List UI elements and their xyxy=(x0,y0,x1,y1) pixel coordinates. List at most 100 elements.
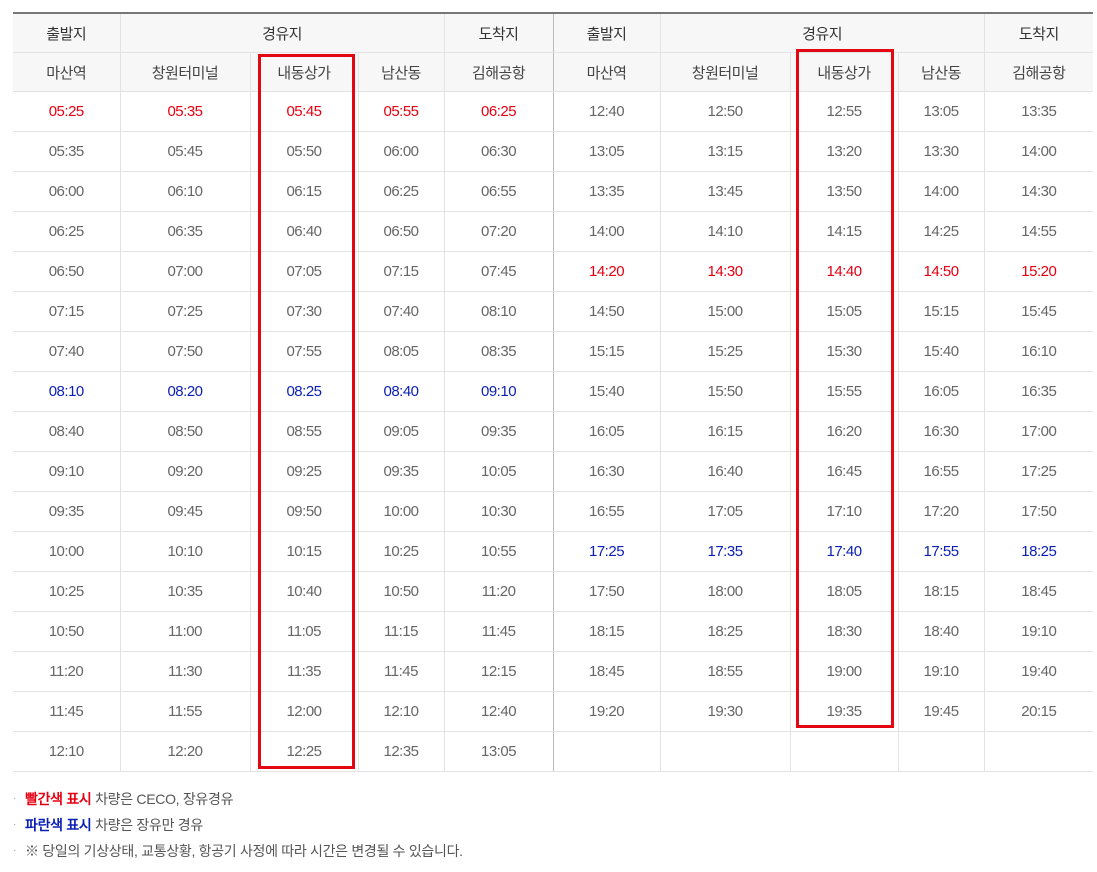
time-cell: 15:40 xyxy=(553,371,661,412)
time-cell: 15:00 xyxy=(660,291,791,332)
time-cell: 17:25 xyxy=(553,531,661,572)
time-cell: 08:35 xyxy=(444,331,554,372)
table-row: 06:50 07:00 07:05 07:15 07:45 14:20 14:30 14:40… xyxy=(13,251,1094,292)
time-cell: 15:15 xyxy=(898,291,985,332)
time-cell: 10:55 xyxy=(444,531,554,572)
time-cell: 13:15 xyxy=(660,131,791,172)
time-cell: 09:35 xyxy=(13,491,121,532)
time-cell: 11:35 xyxy=(250,651,359,692)
time-cell: 16:05 xyxy=(553,411,661,452)
table-row: 09:35 09:45 09:50 10:00 10:30 16:55 17:05 17:10… xyxy=(13,491,1094,532)
time-cell: 09:25 xyxy=(250,451,359,492)
time-cell: 15:40 xyxy=(898,331,985,372)
table-row: 10:50 11:00 11:05 11:15 11:45 18:15 18:25 18:30… xyxy=(13,611,1094,652)
time-cell: 05:45 xyxy=(120,131,251,172)
time-cell: 12:10 xyxy=(358,691,445,732)
time-cell: 07:05 xyxy=(250,251,359,292)
legend-note: · 빨간색 표시 차량은 CECO, 장유경유 xyxy=(13,790,463,816)
time-cell: 12:40 xyxy=(444,691,554,732)
time-cell: 14:40 xyxy=(790,251,899,292)
time-cell: 19:40 xyxy=(984,651,1094,692)
time-cell: 17:50 xyxy=(553,571,661,612)
time-cell: 11:45 xyxy=(444,611,554,652)
time-cell: 17:20 xyxy=(898,491,985,532)
bus-timetable: 출발지 경유지 도착지 출발지 경유지 도착지 마산역 창원터미널 내동상가 남… xyxy=(13,12,1094,772)
time-cell: 18:15 xyxy=(553,611,661,652)
time-cell xyxy=(553,731,661,772)
time-cell: 17:10 xyxy=(790,491,899,532)
time-cell: 17:25 xyxy=(984,451,1094,492)
time-cell: 16:55 xyxy=(898,451,985,492)
time-cell: 10:50 xyxy=(13,611,121,652)
time-cell: 08:10 xyxy=(444,291,554,332)
time-cell: 14:25 xyxy=(898,211,985,252)
time-cell: 18:25 xyxy=(660,611,791,652)
time-cell: 06:25 xyxy=(358,171,445,212)
time-cell: 13:35 xyxy=(553,171,661,212)
time-cell: 09:10 xyxy=(444,371,554,412)
time-cell: 12:10 xyxy=(13,731,121,772)
time-cell: 07:15 xyxy=(13,291,121,332)
time-cell: 10:25 xyxy=(358,531,445,572)
time-cell: 09:45 xyxy=(120,491,251,532)
time-cell: 12:55 xyxy=(790,91,899,132)
time-cell: 13:45 xyxy=(660,171,791,212)
group-header-departure: 출발지 xyxy=(553,12,661,53)
time-cell: 16:55 xyxy=(553,491,661,532)
time-cell: 06:15 xyxy=(250,171,359,212)
time-cell: 14:55 xyxy=(984,211,1094,252)
time-cell: 14:00 xyxy=(898,171,985,212)
time-cell: 19:45 xyxy=(898,691,985,732)
time-cell: 11:45 xyxy=(13,691,121,732)
time-cell: 14:10 xyxy=(660,211,791,252)
time-cell: 14:50 xyxy=(898,251,985,292)
table-row: 09:10 09:20 09:25 09:35 10:05 16:30 16:40 16:45… xyxy=(13,451,1094,492)
time-cell: 08:20 xyxy=(120,371,251,412)
time-cell: 05:45 xyxy=(250,91,359,132)
time-cell: 16:15 xyxy=(660,411,791,452)
stop-header: 남산동 xyxy=(358,52,445,92)
legend-note: · 파란색 표시 차량은 장유만 경유 xyxy=(13,816,463,842)
time-cell: 09:05 xyxy=(358,411,445,452)
table-row: 10:25 10:35 10:40 10:50 11:20 17:50 18:00 18:05… xyxy=(13,571,1094,612)
time-cell: 17:50 xyxy=(984,491,1094,532)
time-cell xyxy=(984,731,1094,772)
timetable-container: 출발지 경유지 도착지 출발지 경유지 도착지 마산역 창원터미널 내동상가 남… xyxy=(13,12,1094,772)
time-cell: 08:10 xyxy=(13,371,121,412)
time-cell: 14:15 xyxy=(790,211,899,252)
time-cell: 07:25 xyxy=(120,291,251,332)
time-cell: 17:05 xyxy=(660,491,791,532)
time-cell: 07:30 xyxy=(250,291,359,332)
time-cell: 19:20 xyxy=(553,691,661,732)
legend-text: 차량은 CECO, 장유경유 xyxy=(91,791,234,807)
time-cell: 08:40 xyxy=(358,371,445,412)
group-header-departure: 출발지 xyxy=(13,12,121,53)
time-cell: 07:15 xyxy=(358,251,445,292)
time-cell: 13:05 xyxy=(444,731,554,772)
time-cell: 16:30 xyxy=(553,451,661,492)
time-cell: 09:10 xyxy=(13,451,121,492)
stop-header: 내동상가 xyxy=(790,52,899,92)
time-cell: 15:15 xyxy=(553,331,661,372)
time-cell: 12:35 xyxy=(358,731,445,772)
time-cell: 05:35 xyxy=(13,131,121,172)
time-cell: 18:05 xyxy=(790,571,899,612)
time-cell: 18:15 xyxy=(898,571,985,612)
stop-header: 창원터미널 xyxy=(660,52,791,92)
time-cell: 16:05 xyxy=(898,371,985,412)
time-cell: 10:35 xyxy=(120,571,251,612)
time-cell xyxy=(898,731,985,772)
time-cell: 18:30 xyxy=(790,611,899,652)
time-cell: 15:30 xyxy=(790,331,899,372)
time-cell: 10:40 xyxy=(250,571,359,612)
time-cell: 19:35 xyxy=(790,691,899,732)
time-cell: 05:25 xyxy=(13,91,121,132)
stop-header: 내동상가 xyxy=(250,52,359,92)
time-cell: 10:10 xyxy=(120,531,251,572)
timetable-body: 05:25 05:35 05:45 05:55 06:25 12:40 12:50 12:55… xyxy=(13,91,1094,772)
time-cell: 07:40 xyxy=(358,291,445,332)
time-cell: 18:00 xyxy=(660,571,791,612)
time-cell: 18:45 xyxy=(553,651,661,692)
time-cell: 11:20 xyxy=(13,651,121,692)
group-header-arrival: 도착지 xyxy=(984,12,1094,53)
